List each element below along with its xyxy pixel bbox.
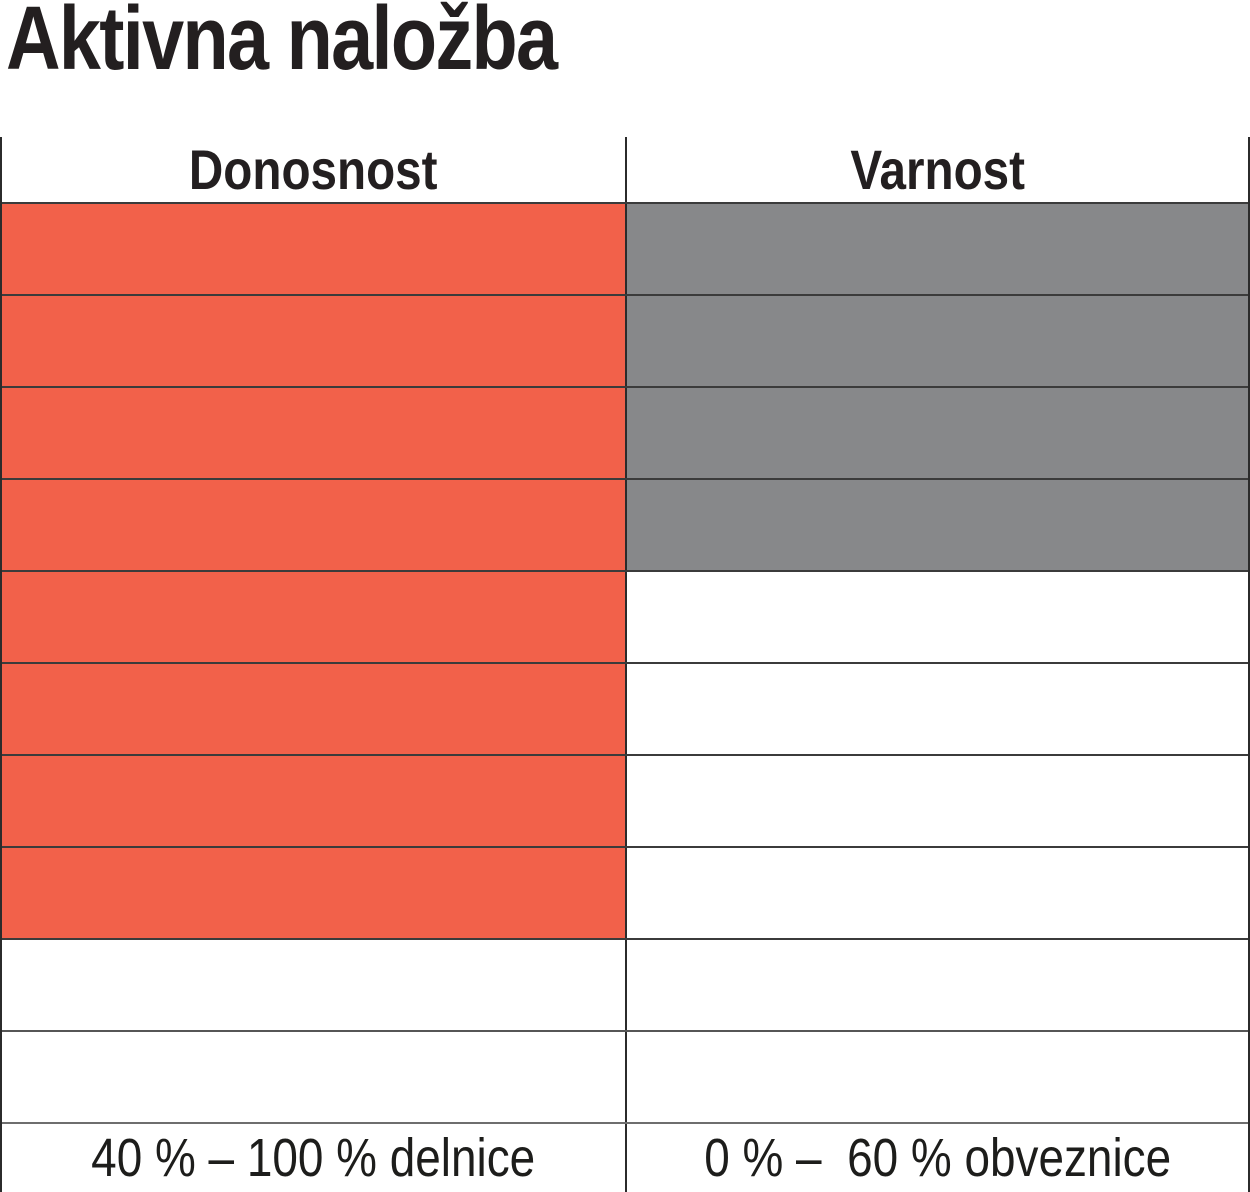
footer-cell-varnost: 0 % – 60 % obveznice: [627, 1124, 1248, 1192]
block-row-5: [2, 570, 1248, 662]
varnost-block-6-empty: [627, 664, 1248, 754]
footer-label-varnost: 0 % – 60 % obveznice: [704, 1128, 1171, 1188]
footer-label-donosnost: 40 % – 100 % delnice: [91, 1128, 536, 1188]
block-row-4: [2, 478, 1248, 570]
varnost-block-4-filled: [627, 480, 1248, 570]
varnost-block-5-empty: [627, 572, 1248, 662]
donosnost-block-1-filled: [2, 204, 627, 294]
donosnost-block-8-filled: [2, 848, 627, 938]
donosnost-block-3-filled: [2, 388, 627, 478]
varnost-block-8-empty: [627, 848, 1248, 938]
block-row-6: [2, 662, 1248, 754]
header-cell-varnost: Varnost: [627, 137, 1248, 202]
header-label-varnost: Varnost: [850, 138, 1025, 201]
donosnost-block-9-empty: [2, 940, 627, 1030]
header-cell-donosnost: Donosnost: [2, 137, 627, 202]
donosnost-block-6-filled: [2, 664, 627, 754]
header-row: Donosnost Varnost: [2, 137, 1248, 202]
varnost-block-9-empty: [627, 940, 1248, 1030]
donosnost-block-5-filled: [2, 572, 627, 662]
block-row-7: [2, 754, 1248, 846]
donosnost-block-7-filled: [2, 756, 627, 846]
block-row-3: [2, 386, 1248, 478]
block-row-9: [2, 938, 1248, 1030]
footer-cell-donosnost: 40 % – 100 % delnice: [2, 1124, 627, 1192]
block-row-10: [2, 1030, 1248, 1122]
varnost-block-1-filled: [627, 204, 1248, 294]
block-row-2: [2, 294, 1248, 386]
varnost-block-7-empty: [627, 756, 1248, 846]
donosnost-block-2-filled: [2, 296, 627, 386]
page-title: Aktivna naložba: [6, 0, 558, 89]
header-label-donosnost: Donosnost: [189, 138, 438, 201]
varnost-block-3-filled: [627, 388, 1248, 478]
block-row-8: [2, 846, 1248, 938]
donosnost-block-4-filled: [2, 480, 627, 570]
donosnost-block-10-empty: [2, 1032, 627, 1122]
block-row-1: [2, 202, 1248, 294]
varnost-block-10-empty: [627, 1032, 1248, 1122]
footer-row: 40 % – 100 % delnice 0 % – 60 % obveznic…: [2, 1122, 1248, 1192]
varnost-block-2-filled: [627, 296, 1248, 386]
block-grid: [2, 202, 1248, 1122]
comparison-table: Donosnost Varnost 40 % – 100 % delnice 0…: [0, 137, 1250, 1192]
